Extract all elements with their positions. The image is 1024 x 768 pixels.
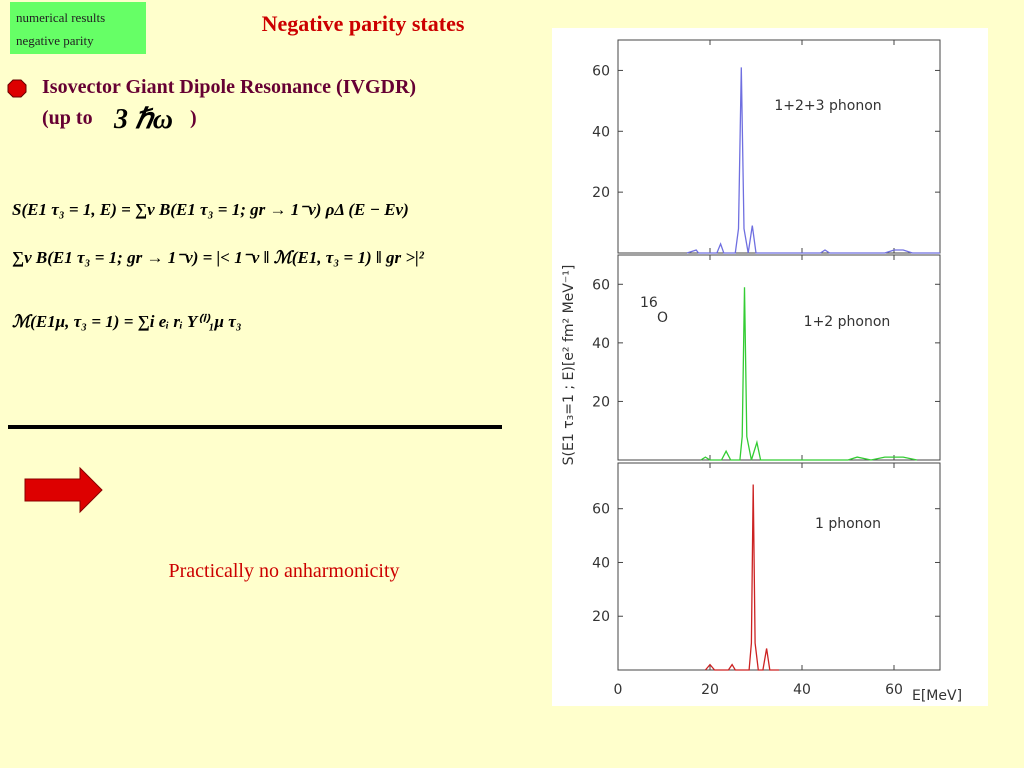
y-tick-label: 40: [592, 555, 610, 571]
y-tick-label: 40: [592, 124, 610, 140]
arrow: [24, 466, 103, 514]
conclusion: Practically no anharmonicity: [168, 560, 399, 582]
y-tick-label: 20: [592, 609, 610, 625]
equation: ℳ(E1μ, τ₃ = 1) = ∑i eᵢ rᵢ Y⁽ⁱ⁾₁μ τ₃: [12, 312, 242, 331]
spectrum-line: [686, 67, 940, 254]
spectrum-line: [700, 287, 918, 461]
math: 3 ℏω: [113, 104, 173, 135]
equation: S(E1 τ₃ = 1, E) = ∑ν B(E1 τ₃ = 1; gr → 1…: [12, 200, 409, 219]
bullet-icon: [7, 79, 27, 98]
x-tick-label: 40: [793, 682, 811, 698]
y-tick-label: 60: [592, 277, 610, 293]
title: Negative parity states: [262, 11, 465, 36]
y-tick-label: 60: [592, 63, 610, 79]
chart-area: [552, 28, 988, 706]
panel-label: 1 phonon: [815, 516, 881, 532]
y-tick-label: 60: [592, 502, 610, 518]
tag-box: [10, 2, 146, 54]
bullet-text: (up to: [42, 107, 93, 129]
x-tick-label: 20: [701, 682, 719, 698]
isotope-mass: 16: [640, 295, 658, 311]
isotope-symbol: O: [657, 310, 668, 326]
panel-label: 1+2+3 phonon: [774, 98, 881, 114]
y-tick-label: 20: [592, 185, 610, 201]
chart: 20 40 60 1+2+3 phonon 20 40 60 1+2 phonon 16O S(E…: [561, 39, 962, 704]
x-tick-label: 60: [885, 682, 903, 698]
bullet-text: ): [190, 107, 197, 129]
x-tick-label: 0: [614, 682, 623, 698]
x-axis-label: E[MeV]: [912, 688, 962, 704]
tag-line: negative parity: [16, 33, 94, 48]
equation: ∑ν B(E1 τ₃ = 1; gr → 1⁻ν) = |< 1⁻ν ‖ ℳ(E…: [12, 248, 425, 267]
panel-label: 1+2 phonon: [804, 314, 891, 330]
tag-line: numerical results: [16, 10, 105, 25]
bullet-text: Isovector Giant Dipole Resonance (IVGDR): [42, 76, 416, 98]
y-tick-label: 40: [592, 336, 610, 352]
spectrum-line: [704, 484, 779, 671]
y-axis-label: S(E1 τ₃=1 ; E)[e² fm² MeV⁻¹]: [561, 265, 577, 466]
y-tick-label: 20: [592, 394, 610, 410]
